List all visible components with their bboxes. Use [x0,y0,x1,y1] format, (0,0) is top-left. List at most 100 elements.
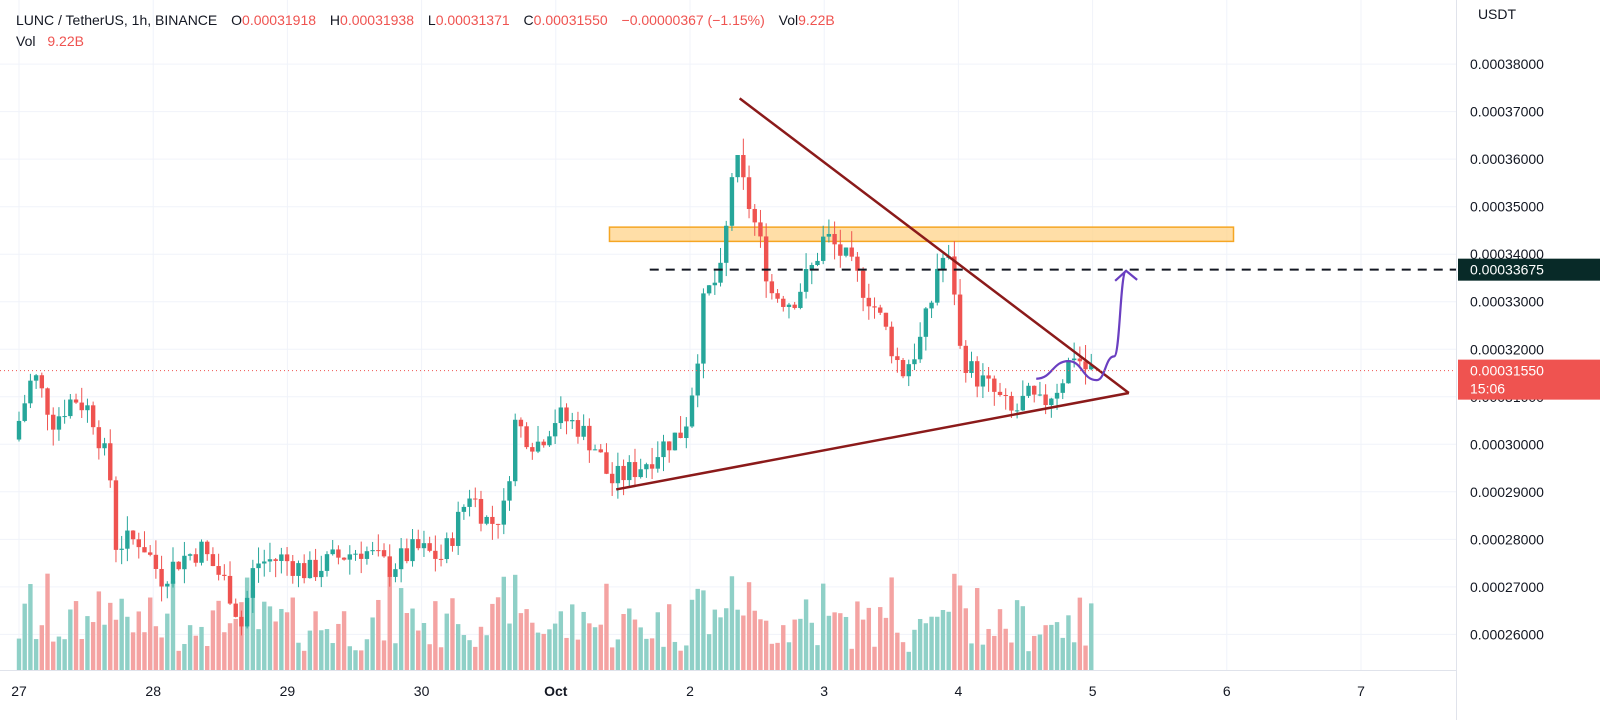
candle-body [433,550,438,559]
volume-bar [490,603,495,670]
volume-bar [923,623,929,670]
candle-body [889,326,894,357]
time-axis[interactable]: 27 28 29 30 Oct 2 3 4 5 6 7 [0,670,1456,720]
volume-bar [341,611,347,670]
volume-bar [239,602,244,670]
candle-body [1071,358,1077,361]
volume-bar [33,639,39,670]
candle-body [33,375,39,381]
price-tick-label: 0.00036000 [1470,151,1544,167]
volume-legend-row[interactable]: Vol 9.22B [16,31,835,52]
candle-body [22,403,27,421]
symbol-title[interactable]: LUNC / TetherUS, 1h, BINANCE [16,12,218,28]
volume-bar [187,625,193,670]
volume-bar [558,611,564,670]
resistance-zone[interactable] [608,226,1235,243]
candle-body [347,554,353,560]
candle-body [467,498,472,507]
candle-body [170,561,176,584]
candle-body [513,419,518,482]
candle-body [587,425,592,451]
volume-bar [929,616,934,670]
candle-body [974,361,980,387]
volume-bar [330,643,335,670]
volume-bar [461,635,467,670]
volume-bar [250,589,256,670]
candle-body [883,312,889,327]
candle-body [455,511,461,546]
key-level-tag-label: 0.00033675 [1470,262,1544,278]
volume-bar [735,609,740,670]
drawing-tools[interactable] [615,97,1456,491]
candle-body [535,441,541,452]
volume-bar [895,632,900,670]
volume-bar [484,635,489,670]
candle-body [364,551,370,559]
candle-body [1032,385,1037,395]
price-tick-label: 0.00030000 [1470,436,1544,452]
candle-body [290,561,295,576]
volume-bar [39,625,45,670]
candle-body [244,597,250,627]
candle-body [222,574,227,576]
volume-bar [170,581,176,670]
candle-body [558,407,564,424]
volume-bar [153,626,159,670]
candle-body [147,552,153,555]
volume-bar [752,610,757,670]
candle-body [96,427,102,449]
volume-bar [570,604,575,670]
candle-body [957,294,963,346]
candle-body [706,285,712,294]
volume-bar [216,600,221,670]
candle-body [495,523,501,525]
candle-body [832,233,837,245]
volume-bar [501,576,506,670]
volume-bar [763,620,769,670]
candle-body [319,570,324,578]
volume-bar [159,637,164,670]
price-axis[interactable]: USDT 0.00026000 0.00027000 0.00028000 0.0002… [1456,0,1600,720]
volume-bar [986,628,991,670]
candle-body [1037,394,1043,396]
candle-body [159,568,164,587]
time-tick-label: 28 [145,683,161,699]
open-label: O [231,12,243,28]
volume-bar [969,643,974,670]
candle-body [940,257,946,269]
volume-bar [62,639,67,670]
volume-bar [581,611,586,670]
candle-body [758,222,763,237]
candle-body [416,539,421,549]
candle-body [125,530,130,549]
volume-bar [838,613,843,670]
volume-bar [1032,635,1037,670]
volume-bar [809,622,814,670]
candle-body [1060,383,1065,393]
volume-bar [769,643,775,670]
volume-bar [1014,600,1020,670]
volume-bar [564,637,569,670]
volume-bar [627,608,632,670]
volume-bar [478,626,484,670]
last-price-tag [1458,359,1600,400]
volume-bar [467,640,472,670]
volume-bar [530,622,535,670]
candle-body [547,436,552,446]
time-tick-label: 4 [955,683,963,699]
volume-bar [136,611,141,670]
price-tick-label: 0.00029000 [1470,484,1544,500]
volume-bar [1060,637,1065,670]
countdown-label: 15:06 [1470,381,1505,397]
volume-bar [324,629,330,670]
time-tick-label: 27 [11,683,27,699]
candle-body [718,262,723,283]
candle-body [627,462,632,481]
volume-bar [746,582,752,670]
candle-body [952,256,957,295]
candle-body [341,557,347,560]
candle-body [661,441,666,458]
candle-body [284,554,290,562]
candle-body [735,155,740,178]
